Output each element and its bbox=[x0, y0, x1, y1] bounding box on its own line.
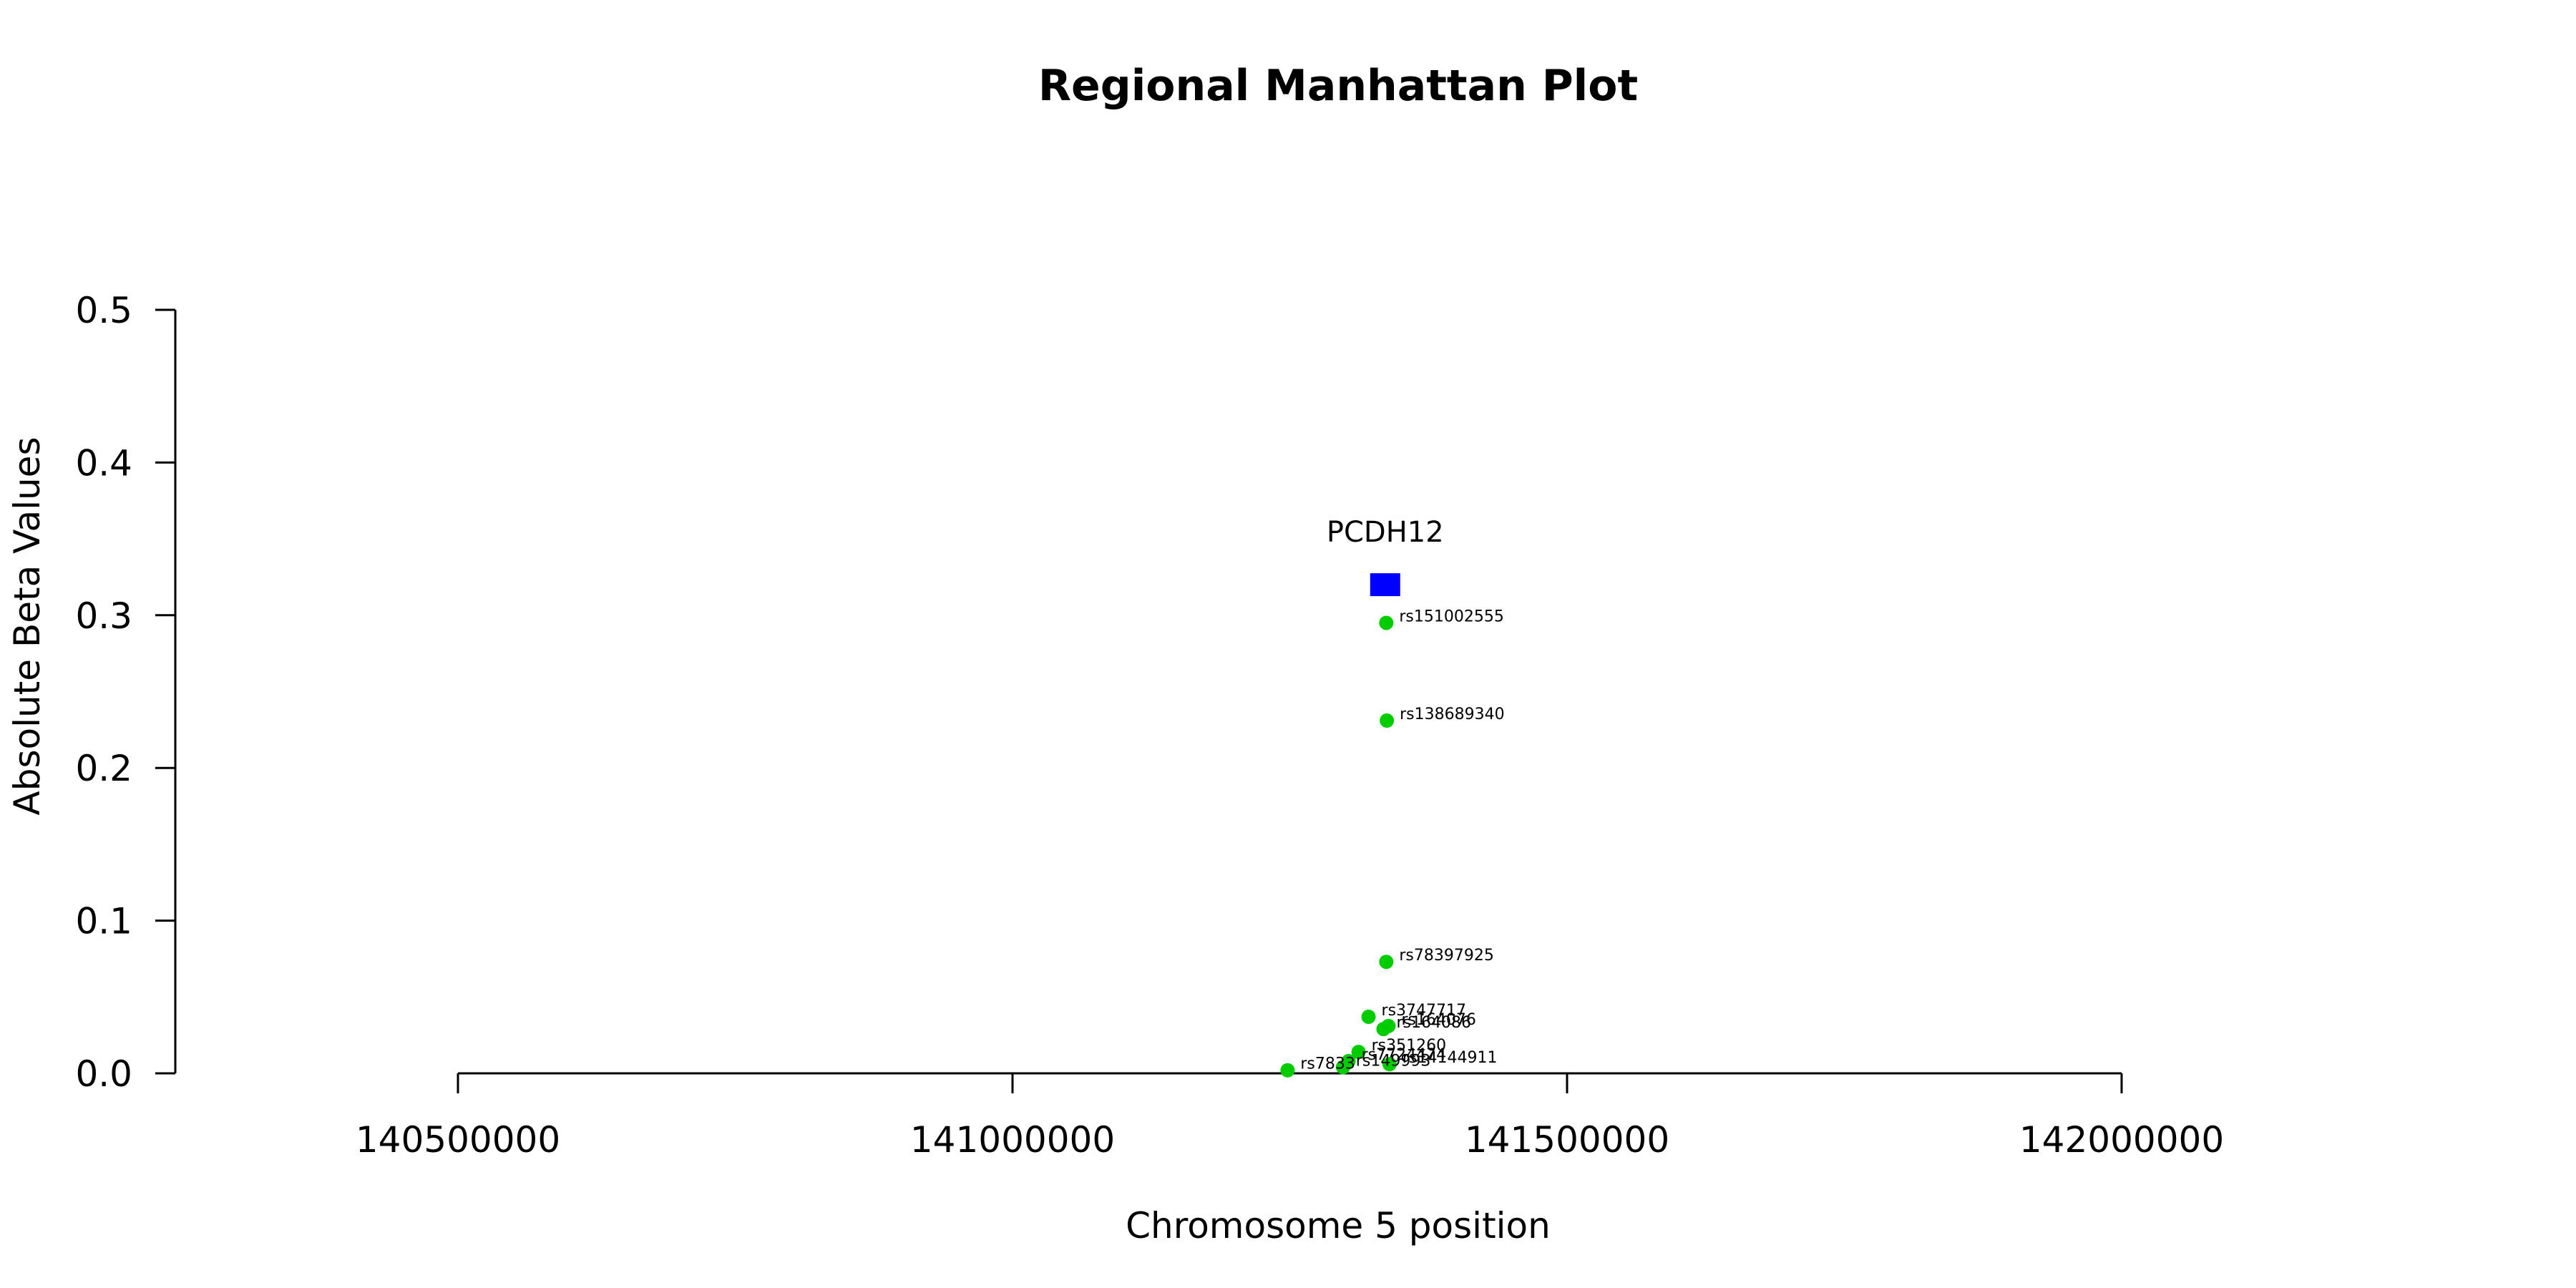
snp-label: rs164076 bbox=[1401, 1011, 1476, 1029]
gene-label: PCDH12 bbox=[1327, 516, 1444, 549]
snp-point bbox=[1361, 1010, 1376, 1025]
data-points: rs151002555 rs138689340 rs78397925 rs374771… bbox=[1280, 608, 1505, 1078]
x-tick-label: 141500000 bbox=[1465, 1119, 1669, 1161]
snp-label: rs7833 bbox=[1300, 1055, 1355, 1073]
snp-point bbox=[1335, 1060, 1350, 1075]
y-tick-label: 0.0 bbox=[75, 1053, 132, 1095]
snp-point bbox=[1379, 955, 1394, 970]
x-tick-label: 142000000 bbox=[2019, 1119, 2224, 1161]
axes: 140500000 141000000 141500000 142000000 0.0 0… bbox=[75, 290, 2224, 1161]
snp-label: rs14144911 bbox=[1402, 1049, 1497, 1067]
x-axis-label: Chromosome 5 position bbox=[1126, 1205, 1551, 1246]
y-tick-label: 0.3 bbox=[75, 595, 132, 637]
snp-point bbox=[1380, 713, 1395, 728]
snp-label: rs3747717 bbox=[1382, 1002, 1467, 1020]
y-axis-label: Absolute Beta Values bbox=[6, 437, 48, 816]
x-tick-label: 140500000 bbox=[356, 1119, 560, 1161]
x-tick-label: 141000000 bbox=[910, 1119, 1115, 1161]
snp-point bbox=[1382, 1057, 1397, 1072]
snp-label: rs78397925 bbox=[1399, 947, 1493, 965]
y-tick-label: 0.2 bbox=[75, 748, 132, 789]
chart-title: Regional Manhattan Plot bbox=[1038, 61, 1638, 111]
snp-label: rs138689340 bbox=[1400, 706, 1504, 723]
snp-label: rs7724474 bbox=[1362, 1046, 1447, 1064]
snp-label: rs164086 bbox=[1396, 1014, 1471, 1032]
snp-point bbox=[1280, 1063, 1295, 1078]
snp-point bbox=[1379, 615, 1394, 630]
snp-point bbox=[1376, 1022, 1391, 1037]
snp-label: rs149993 bbox=[1356, 1052, 1431, 1070]
snp-label: rs151002555 bbox=[1399, 608, 1503, 625]
snp-point bbox=[1351, 1045, 1366, 1060]
snp-label: rs351260 bbox=[1372, 1037, 1447, 1055]
y-tick-label: 0.1 bbox=[75, 901, 132, 942]
y-tick-label: 0.5 bbox=[75, 290, 132, 331]
gene-marker bbox=[1370, 573, 1400, 597]
y-tick-label: 0.4 bbox=[75, 442, 132, 484]
gene-marker-group: PCDH12 bbox=[1327, 516, 1444, 597]
